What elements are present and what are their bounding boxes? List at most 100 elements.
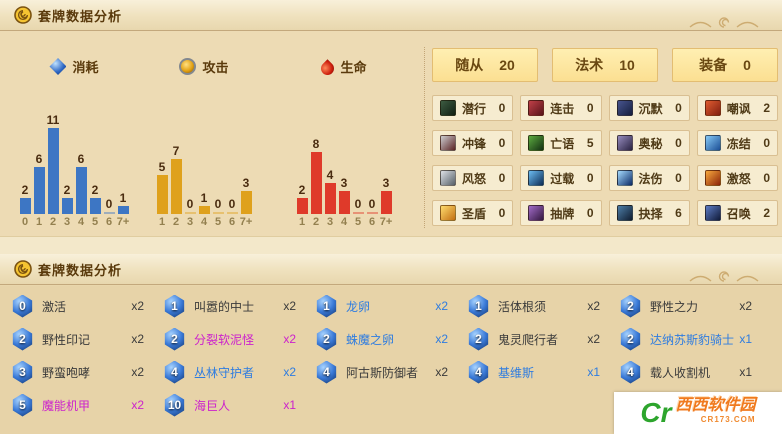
keyword-divine-shield: 圣盾 0: [432, 200, 514, 226]
card-name[interactable]: 野蛮咆哮: [42, 365, 91, 380]
keyword-value: 2: [763, 101, 770, 115]
bar-axis-label: 6: [368, 216, 376, 228]
card-name[interactable]: 海巨人: [194, 398, 231, 413]
site-url: CR173.COM: [700, 415, 756, 424]
card-item[interactable]: 2 蛛魔之卵 x2: [316, 327, 468, 351]
card-name[interactable]: 达纳苏斯豹骑士: [650, 332, 735, 347]
silence-icon: [616, 100, 633, 116]
bar: [352, 212, 364, 214]
divine-shield-icon: [440, 205, 456, 221]
bar-value-label: 4: [326, 168, 334, 182]
bar-axis-label: 1: [158, 216, 166, 228]
card-item[interactable]: 10 海巨人 x1: [164, 393, 316, 417]
cr173-logo: Cr: [640, 397, 672, 428]
keyword-label: 抽牌: [550, 206, 575, 221]
bar-column: 11 2: [47, 113, 60, 230]
mana-cost-icon: 2: [12, 327, 33, 351]
bar-axis-label: 5: [91, 216, 99, 228]
card-name[interactable]: 魔能机甲: [42, 398, 91, 413]
mana-cost-chart-label: 消耗: [72, 60, 99, 75]
mana-cost-chart-title: 消耗: [49, 57, 99, 76]
vertical-divider: [424, 47, 425, 228]
card-item[interactable]: 4 基维斯 x1: [468, 360, 620, 384]
bar-column: 1 7+: [116, 191, 130, 230]
bar-axis-label: 4: [77, 216, 85, 228]
health-plot: 2 1 8 2 4 3 3 4 0 5 0 6 3 7+: [296, 137, 392, 230]
card-name[interactable]: 分裂软泥怪: [194, 332, 255, 347]
card-item[interactable]: 0 激活 x2: [12, 294, 164, 318]
cr173-site: 西西软件园 CR173.COM: [676, 398, 756, 427]
keyword-value: 0: [763, 171, 770, 185]
card-name[interactable]: 丛林守护者: [194, 365, 255, 380]
card-item[interactable]: 2 野性之力 x2: [620, 294, 772, 318]
keyword-card-draw: 抽牌 0: [520, 200, 602, 226]
bar-axis-label: 2: [312, 216, 320, 228]
health-chart-title: 生命: [318, 57, 367, 78]
card-item[interactable]: 2 达纳苏斯豹骑士 x1: [620, 327, 772, 351]
card-name[interactable]: 载人收割机: [650, 365, 711, 380]
mana-cost-icon: 1: [316, 294, 337, 318]
keyword-label: 亡语: [550, 136, 575, 151]
card-name[interactable]: 鬼灵爬行者: [498, 332, 559, 347]
mana-cost-icon: 3: [12, 360, 33, 384]
card-name[interactable]: 叫嚣的中士: [194, 299, 255, 314]
keyword-value: 6: [675, 206, 682, 220]
keyword-value: 5: [586, 136, 594, 150]
bar-axis-label: 5: [214, 216, 222, 228]
bar-value-label: 8: [312, 137, 320, 151]
card-name[interactable]: 阿古斯防御者: [346, 365, 419, 380]
keyword-silence: 沉默 0: [608, 95, 690, 121]
card-item[interactable]: 2 野性印记 x2: [12, 327, 164, 351]
keyword-label: 法伤: [638, 171, 663, 186]
keyword-stealth: 潜行 0: [432, 95, 514, 121]
card-item[interactable]: 4 丛林守护者 x2: [164, 360, 316, 384]
weapon-count-value: 0: [743, 57, 751, 73]
minion-count-label: 随从: [455, 57, 484, 73]
empty-card-slot: [316, 393, 468, 417]
card-item[interactable]: 2 分裂软泥怪 x2: [164, 327, 316, 351]
cr173-watermark[interactable]: Cr 西西软件园 CR173.COM: [614, 392, 782, 434]
card-name[interactable]: 野性之力: [650, 299, 699, 314]
flourish-icon: [689, 17, 759, 28]
deck-card-list: 0 激活 x2 1 叫嚣的中士 x2 1 龙卵 x2 1 活体根须 x2 2 野性之力 x2 2 野性印记 x2 2…: [0, 286, 782, 417]
keyword-taunt: 嘲讽 2: [696, 95, 778, 121]
bar: [366, 212, 378, 214]
card-item[interactable]: 4 载人收割机 x1: [620, 360, 772, 384]
mana-gem-icon: [49, 58, 67, 75]
keyword-value: 0: [586, 171, 594, 185]
card-count: x2: [587, 299, 600, 313]
section1-header: 套牌数据分析: [0, 0, 782, 31]
card-name[interactable]: 蛛魔之卵: [346, 332, 395, 347]
bar-value-label: 5: [158, 160, 166, 174]
bar-value-label: 0: [368, 197, 376, 211]
health-icon: [318, 58, 338, 78]
card-name[interactable]: 活体根须: [498, 299, 547, 314]
minion-count-box: 随从 20: [432, 48, 538, 82]
card-item[interactable]: 2 鬼灵爬行者 x2: [468, 327, 620, 351]
card-item[interactable]: 1 叫嚣的中士 x2: [164, 294, 316, 318]
flourish-icon: [689, 271, 759, 282]
card-name[interactable]: 龙卵: [346, 299, 371, 314]
mana-cost-icon: 2: [620, 327, 641, 351]
keyword-secret: 奥秘 0: [608, 130, 690, 156]
card-item[interactable]: 3 野蛮咆哮 x2: [12, 360, 164, 384]
bar: [156, 175, 168, 214]
windfury-icon: [440, 170, 456, 186]
card-name[interactable]: 野性印记: [42, 332, 91, 347]
bar-axis-label: 7+: [116, 216, 130, 228]
stealth-icon: [440, 100, 456, 116]
card-item[interactable]: 5 魔能机甲 x2: [12, 393, 164, 417]
card-item[interactable]: 1 龙卵 x2: [316, 294, 468, 318]
card-item[interactable]: 4 阿古斯防御者 x2: [316, 360, 468, 384]
choose-one-icon: [616, 205, 633, 221]
card-item[interactable]: 1 活体根须 x2: [468, 294, 620, 318]
combo-icon: [528, 100, 545, 116]
keyword-label: 圣盾: [462, 206, 487, 221]
card-name[interactable]: 基维斯: [498, 365, 535, 380]
mana-curve-charts: 消耗 2 0 6 1 11 2 2 3 6 4 2 5 0 6 1 7+ 攻击 5 1 7 2 0 3 1 4 0 5 0 6 3 7+ 生命 2…: [0, 31, 424, 236]
card-name[interactable]: 激活: [42, 299, 67, 314]
